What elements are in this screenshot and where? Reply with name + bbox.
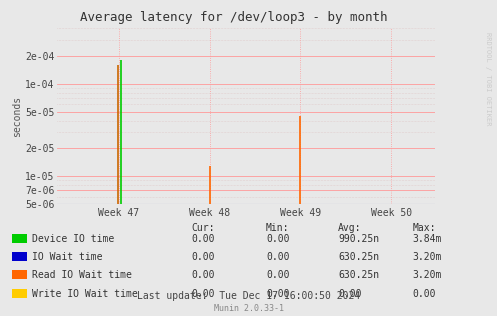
Text: 3.84m: 3.84m — [413, 234, 442, 244]
Text: Max:: Max: — [413, 223, 436, 233]
Text: 630.25n: 630.25n — [338, 270, 379, 280]
Text: 0.00: 0.00 — [413, 289, 436, 299]
Text: 0.00: 0.00 — [191, 234, 215, 244]
Text: RRDTOOL / TOBI OETIKER: RRDTOOL / TOBI OETIKER — [485, 32, 491, 126]
Text: Last update:  Tue Dec 17 16:00:50 2024: Last update: Tue Dec 17 16:00:50 2024 — [137, 291, 360, 301]
Text: 0.00: 0.00 — [191, 270, 215, 280]
Text: 630.25n: 630.25n — [338, 252, 379, 262]
Text: 0.00: 0.00 — [266, 234, 289, 244]
Text: 3.20m: 3.20m — [413, 252, 442, 262]
Text: Avg:: Avg: — [338, 223, 361, 233]
Text: 0.00: 0.00 — [266, 252, 289, 262]
Text: IO Wait time: IO Wait time — [32, 252, 103, 262]
Text: Write IO Wait time: Write IO Wait time — [32, 289, 138, 299]
Text: Average latency for /dev/loop3 - by month: Average latency for /dev/loop3 - by mont… — [80, 11, 387, 24]
Text: 0.00: 0.00 — [191, 289, 215, 299]
Text: 0.00: 0.00 — [266, 270, 289, 280]
Text: Cur:: Cur: — [191, 223, 215, 233]
Text: 3.20m: 3.20m — [413, 270, 442, 280]
Text: Device IO time: Device IO time — [32, 234, 114, 244]
Y-axis label: seconds: seconds — [12, 95, 22, 137]
Text: 0.00: 0.00 — [338, 289, 361, 299]
Text: 0.00: 0.00 — [191, 252, 215, 262]
Text: Min:: Min: — [266, 223, 289, 233]
Text: 0.00: 0.00 — [266, 289, 289, 299]
Text: Munin 2.0.33-1: Munin 2.0.33-1 — [214, 304, 283, 313]
Text: 990.25n: 990.25n — [338, 234, 379, 244]
Text: Read IO Wait time: Read IO Wait time — [32, 270, 132, 280]
